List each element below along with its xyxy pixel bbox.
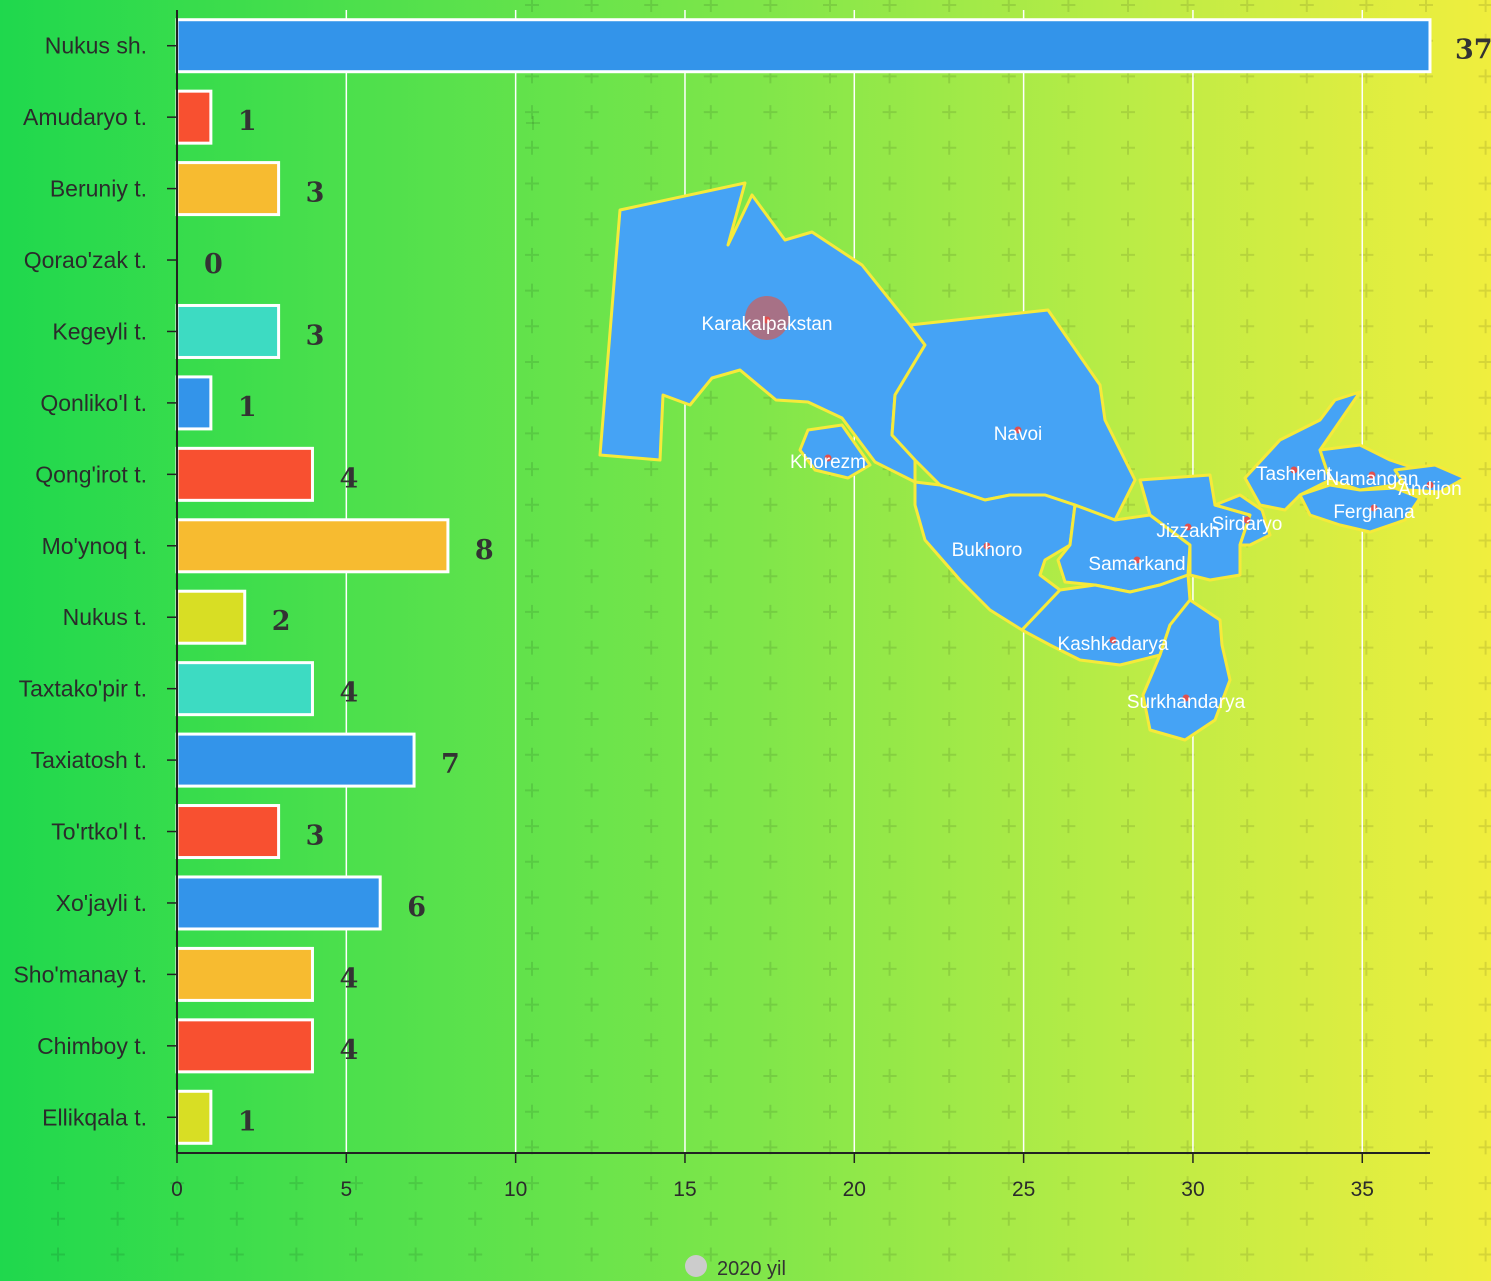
map-region-labels: Karakalpakstan Khorezm Navoi Bukhoro Samarka… bbox=[702, 314, 1462, 713]
x-tick-label-5: 5 bbox=[340, 1178, 352, 1201]
map-label-sirdaryo: Sirdaryo bbox=[1212, 514, 1283, 535]
category-label-10: Taxiatosh t. bbox=[31, 747, 147, 773]
category-label-11: To'rtko'l t. bbox=[51, 819, 147, 845]
bar-8[interactable] bbox=[175, 589, 247, 645]
map-region-surkhandarya bbox=[1141, 598, 1232, 742]
bar-9[interactable] bbox=[175, 661, 314, 717]
map-dot-kashkadarya bbox=[1109, 636, 1117, 644]
category-label-5: Qonliko'l t. bbox=[40, 390, 147, 416]
map-region-jizzakh bbox=[1138, 473, 1252, 582]
map-label-jizzakh: Jizzakh bbox=[1156, 521, 1219, 542]
legend-label: 2020 yil bbox=[717, 1258, 786, 1280]
value-label-10: 7 bbox=[441, 749, 460, 780]
value-label-1: 1 bbox=[238, 106, 257, 137]
value-label-6: 4 bbox=[339, 463, 358, 494]
value-label-13: 4 bbox=[339, 963, 358, 994]
category-label-14: Chimboy t. bbox=[37, 1033, 147, 1059]
category-label-0: Nukus sh. bbox=[45, 33, 147, 59]
map-dot-karakalpakstan bbox=[763, 316, 771, 324]
map-dot-samarkand bbox=[1133, 556, 1141, 564]
x-tick-label-30: 30 bbox=[1181, 1178, 1204, 1201]
value-label-7: 8 bbox=[475, 535, 494, 566]
map-label-samarkand: Samarkand bbox=[1088, 554, 1185, 575]
legend-marker bbox=[685, 1255, 707, 1277]
category-label-6: Qong'irot t. bbox=[35, 461, 147, 487]
category-label-4: Kegeyli t. bbox=[52, 318, 147, 344]
category-label-8: Nukus t. bbox=[63, 604, 147, 630]
bar-12[interactable] bbox=[175, 875, 382, 931]
map-label-navoi: Navoi bbox=[994, 424, 1043, 445]
map-label-tashkent: Tashkent bbox=[1256, 464, 1333, 485]
map-dot-andijon bbox=[1426, 481, 1434, 489]
bar-1[interactable] bbox=[175, 89, 213, 145]
value-label-9: 4 bbox=[339, 678, 358, 709]
map-label-khorezm: Khorezm bbox=[790, 452, 866, 473]
bar-4[interactable] bbox=[175, 303, 281, 359]
value-label-5: 1 bbox=[238, 392, 257, 423]
bar-14[interactable] bbox=[175, 1018, 314, 1074]
map-dot-navoi bbox=[1014, 426, 1022, 434]
bar-11[interactable] bbox=[175, 804, 281, 860]
x-tick-label-0: 0 bbox=[171, 1178, 183, 1201]
map-dot-jizzakh bbox=[1184, 523, 1192, 531]
value-label-11: 3 bbox=[306, 821, 325, 852]
x-tick-label-20: 20 bbox=[843, 1178, 866, 1201]
bar-2[interactable] bbox=[175, 161, 281, 217]
bar-0[interactable] bbox=[175, 18, 1432, 74]
map-label-kashkadarya: Kashkadarya bbox=[1058, 634, 1169, 655]
category-label-13: Sho'manay t. bbox=[13, 961, 147, 987]
category-label-3: Qorao'zak t. bbox=[24, 247, 147, 273]
value-label-4: 3 bbox=[306, 320, 325, 351]
map-dot-surkhandarya bbox=[1182, 694, 1190, 702]
map-dot-sirdaryo bbox=[1243, 516, 1251, 524]
category-label-15: Ellikqala t. bbox=[42, 1104, 147, 1130]
map-region-ferghana bbox=[1298, 483, 1422, 534]
bar-7[interactable] bbox=[175, 518, 450, 574]
map-label-bukhoro: Bukhoro bbox=[952, 540, 1023, 561]
category-label-9: Taxtako'pir t. bbox=[19, 676, 147, 702]
map-dot-ferghana bbox=[1370, 504, 1378, 512]
category-label-12: Xo'jayli t. bbox=[56, 890, 147, 916]
bar-15[interactable] bbox=[175, 1089, 213, 1145]
map-dot-namangan bbox=[1368, 471, 1376, 479]
map-label-karakalpakstan: Karakalpakstan bbox=[702, 314, 833, 335]
map-region-khorezm bbox=[798, 423, 872, 480]
map-label-ferghana: Ferghana bbox=[1333, 502, 1415, 523]
map-region-bukhoro bbox=[913, 480, 1077, 632]
map-label-surkhandarya: Surkhandarya bbox=[1127, 692, 1246, 713]
legend[interactable]: 2020 yil bbox=[685, 1255, 786, 1280]
value-label-3: 0 bbox=[204, 249, 223, 280]
value-label-8: 2 bbox=[272, 606, 291, 637]
x-tick-label-15: 15 bbox=[673, 1178, 696, 1201]
bar-10[interactable] bbox=[175, 732, 416, 788]
value-label-14: 4 bbox=[339, 1035, 358, 1066]
value-label-2: 3 bbox=[306, 178, 325, 209]
map-dot-khorezm bbox=[824, 454, 832, 462]
bar-6[interactable] bbox=[175, 446, 314, 502]
value-label-15: 1 bbox=[238, 1106, 257, 1137]
map-label-andijon: Andijon bbox=[1398, 479, 1461, 500]
category-label-1: Amudaryo t. bbox=[23, 104, 147, 130]
category-label-7: Mo'ynoq t. bbox=[42, 533, 147, 559]
x-tick-label-35: 35 bbox=[1351, 1178, 1374, 1201]
map-dot-bukhoro bbox=[983, 542, 991, 550]
map-dot-tashkent bbox=[1290, 466, 1298, 474]
uzbekistan-map bbox=[598, 181, 1467, 742]
map-label-namangan: Namangan bbox=[1326, 469, 1419, 490]
value-label-0: 37 bbox=[1455, 35, 1491, 66]
bar-13[interactable] bbox=[175, 946, 314, 1002]
map-region-andijon bbox=[1393, 463, 1467, 494]
x-tick-label-25: 25 bbox=[1012, 1178, 1035, 1201]
value-label-12: 6 bbox=[407, 892, 426, 923]
category-label-2: Beruniy t. bbox=[50, 176, 147, 202]
x-tick-label-10: 10 bbox=[504, 1178, 527, 1201]
bar-5[interactable] bbox=[175, 375, 213, 431]
